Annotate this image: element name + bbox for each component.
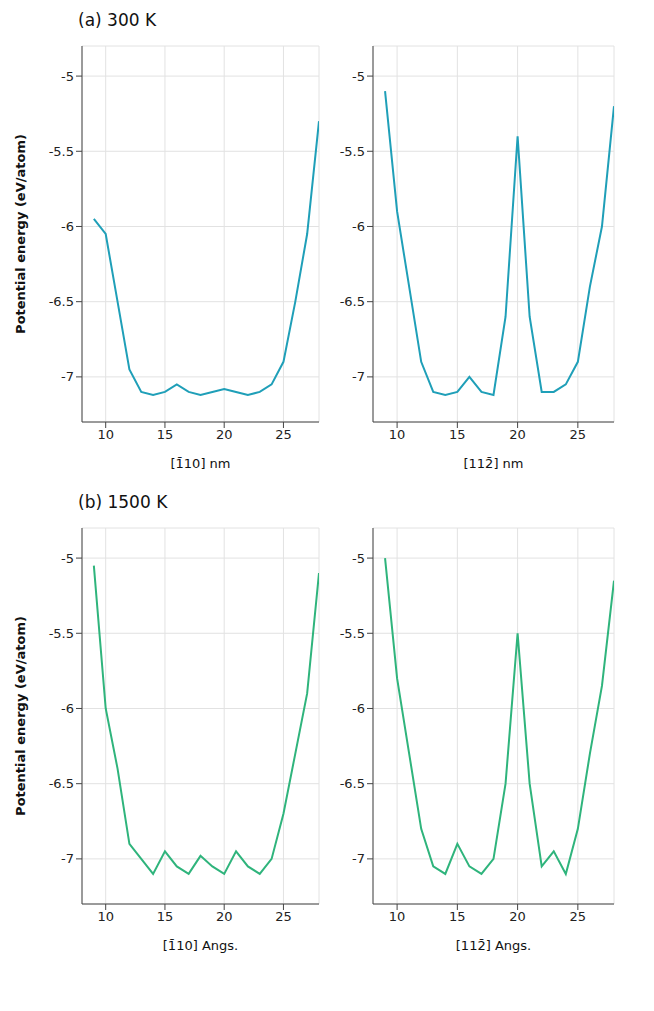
svg-text:-5.5: -5.5 [49,144,74,159]
svg-text:[112̄] Angs.: [112̄] Angs. [456,938,531,953]
svg-text:10: 10 [389,427,406,442]
svg-text:10: 10 [97,909,114,924]
svg-text:25: 25 [570,427,587,442]
svg-text:Potential energy (eV/atom): Potential energy (eV/atom) [13,616,28,816]
svg-text:[1̄10] nm: [1̄10] nm [171,456,231,471]
svg-text:[1̄10] Angs.: [1̄10] Angs. [163,938,238,953]
svg-text:-6: -6 [352,219,365,234]
html-text:(a) 300 K: (a) 300 K [78,10,157,30]
svg-text:20: 20 [216,427,233,442]
svg-text:-6: -6 [61,219,74,234]
svg-text:25: 25 [275,427,292,442]
svg-text:-6.5: -6.5 [49,776,74,791]
svg-text:-7: -7 [352,369,365,384]
html-text:(b) 1500 K: (b) 1500 K [78,492,168,512]
svg-text:-5.5: -5.5 [49,626,74,641]
svg-text:-6.5: -6.5 [340,776,365,791]
svg-text:-6.5: -6.5 [340,294,365,309]
svg-text:20: 20 [216,909,233,924]
svg-text:10: 10 [97,427,114,442]
svg-text:-5.5: -5.5 [340,144,365,159]
svg-text:15: 15 [449,909,466,924]
svg-text:-6: -6 [61,701,74,716]
svg-text:25: 25 [570,909,587,924]
svg-text:-6: -6 [352,701,365,716]
svg-text:10: 10 [389,909,406,924]
svg-text:Potential energy (eV/atom): Potential energy (eV/atom) [13,134,28,334]
svg-text:-5.5: -5.5 [340,626,365,641]
svg-text:25: 25 [275,909,292,924]
svg-text:20: 20 [509,427,526,442]
svg-text:-6.5: -6.5 [49,294,74,309]
svg-text:-7: -7 [61,851,74,866]
svg-text:-5: -5 [61,551,74,566]
svg-text:20: 20 [509,909,526,924]
svg-text:[112̄] nm: [112̄] nm [464,456,524,471]
svg-text:-5: -5 [61,69,74,84]
svg-text:-5: -5 [352,69,365,84]
svg-text:-5: -5 [352,551,365,566]
svg-text:-7: -7 [352,851,365,866]
svg-text:15: 15 [157,909,174,924]
svg-text:-7: -7 [61,369,74,384]
svg-text:15: 15 [157,427,174,442]
svg-text:15: 15 [449,427,466,442]
